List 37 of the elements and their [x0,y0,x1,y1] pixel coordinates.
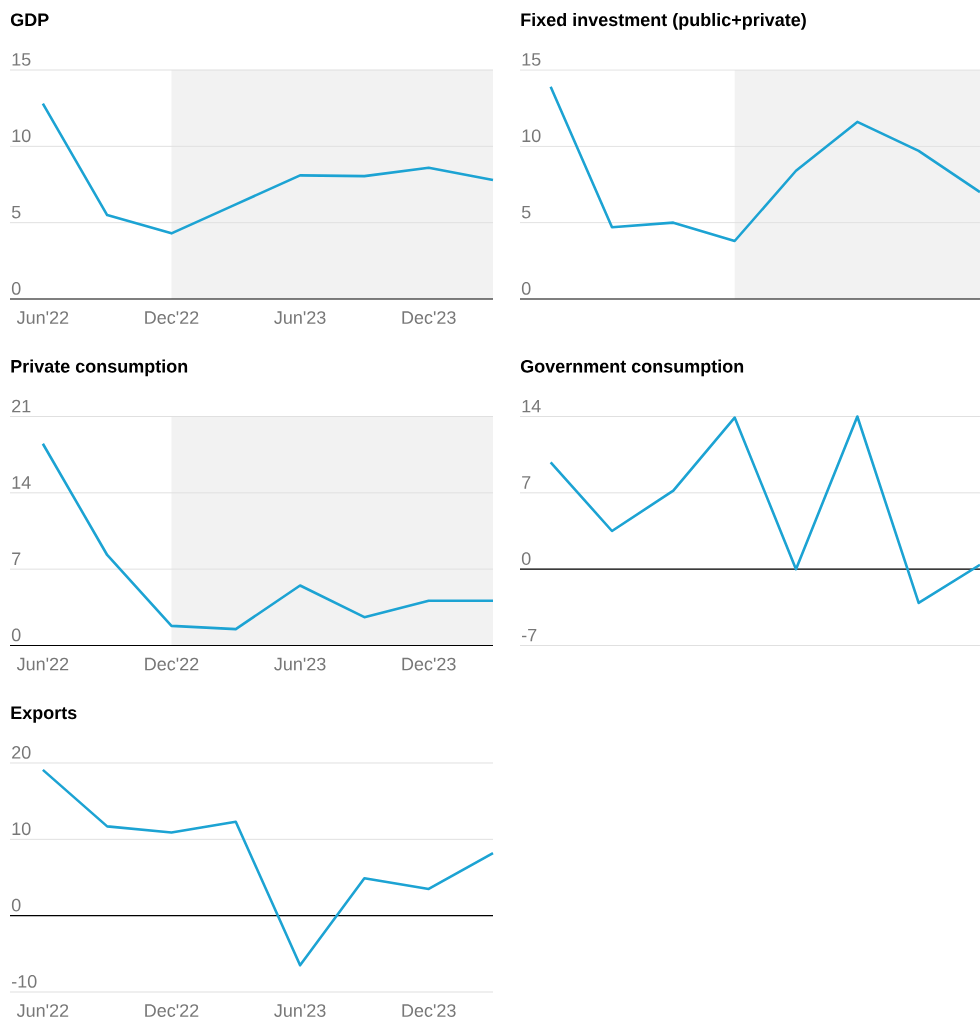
x-tick-label: Jun'22 [16,311,69,324]
y-tick-label: -7 [522,628,537,642]
chart-title: Private consumption [11,359,188,377]
x-tick-label: Jun'23 [274,311,326,324]
y-tick-label: 14 [522,399,541,413]
y-tick-label: 15 [522,53,541,66]
chart-title: Government consumption [520,359,744,377]
y-tick-label: 0 [11,282,21,295]
y-tick-label: 10 [522,129,541,143]
y-tick-label: 0 [521,552,531,565]
y-tick-label: 14 [12,476,31,489]
y-tick-label: 7 [522,476,531,489]
x-tick-label: Dec'23 [402,1004,456,1017]
chart-title: Fixed investment (public+private) [521,12,806,30]
y-tick-label: -10 [12,975,37,988]
y-tick-label: 5 [11,205,21,219]
x-tick-label: Jun'22 [16,657,69,671]
y-tick-label: 0 [11,898,21,912]
y-tick-label: 5 [521,205,531,219]
y-tick-label: 20 [12,746,31,759]
x-tick-label: Dec'23 [402,311,456,324]
x-tick-label: Dec'23 [402,657,456,671]
y-tick-label: 15 [12,53,31,66]
y-tick-label: 10 [12,822,31,836]
chart-title: GDP [10,13,49,27]
x-tick-label: Dec'22 [145,1004,199,1017]
x-tick-label: Jun'23 [274,657,326,671]
chart-title: Exports [11,706,77,723]
x-tick-label: Jun'23 [274,1004,326,1017]
y-tick-label: 0 [521,282,531,295]
x-tick-label: Jun'22 [16,1004,69,1017]
y-tick-label: 21 [12,399,31,413]
y-tick-label: 10 [12,129,31,143]
y-tick-label: 7 [12,552,21,565]
y-tick-label: 0 [11,628,21,642]
x-tick-label: Dec'22 [145,657,199,671]
x-tick-label: Dec'22 [145,311,199,324]
